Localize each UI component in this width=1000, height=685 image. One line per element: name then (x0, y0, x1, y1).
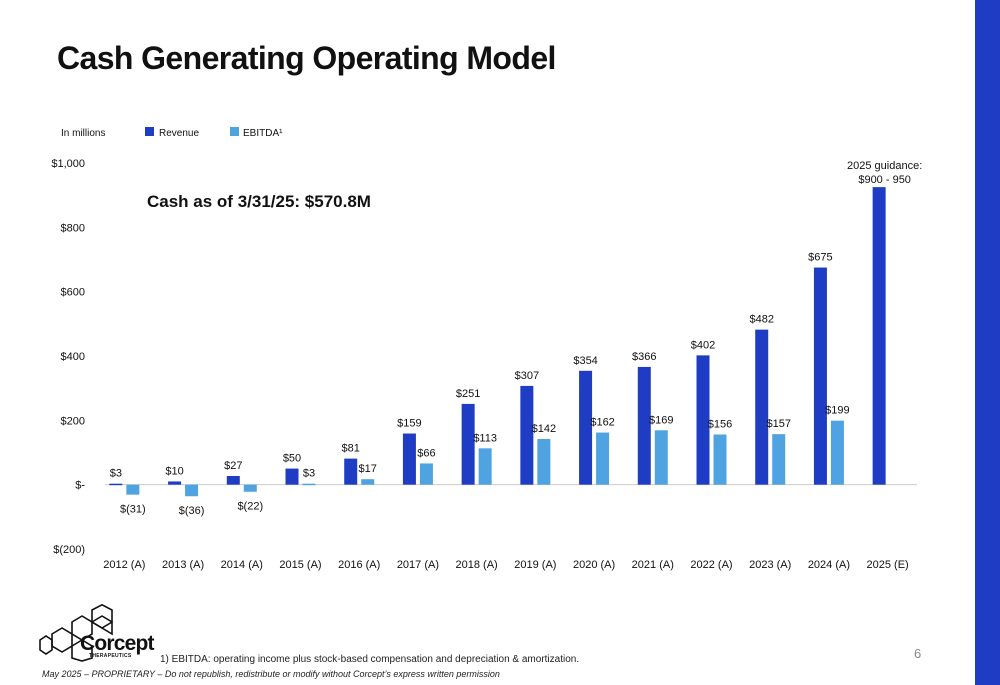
disclaimer: May 2025 – PROPRIETARY – Do not republis… (42, 669, 500, 679)
x-category-label: 2014 (A) (221, 559, 263, 571)
y-tick-label: $- (75, 480, 85, 492)
x-category-label: 2017 (A) (397, 559, 439, 571)
ebitda-data-label: $199 (825, 405, 849, 417)
legend-revenue-label: Revenue (159, 128, 199, 139)
x-category-label: 2012 (A) (103, 559, 145, 571)
revenue-ebitda-chart: $1,000 $800 $600 $400 $200 $- $(200) 2012 (A) $3… (51, 127, 922, 571)
revenue-bar (344, 458, 358, 485)
ebitda-bar (185, 484, 199, 497)
revenue-bar (109, 483, 123, 486)
revenue-bar (168, 481, 182, 485)
revenue-data-label: $366 (632, 351, 656, 363)
ebitda-data-label: $17 (359, 463, 377, 475)
revenue-data-label: $354 (573, 355, 597, 367)
y-tick-label: $200 (61, 415, 85, 427)
x-category-label: 2016 (A) (338, 559, 380, 571)
y-tick-label: $800 (61, 222, 85, 234)
ebitda-bar (772, 434, 786, 485)
footnote: 1) EBITDA: operating income plus stock-b… (160, 654, 580, 665)
accent-side-bar (975, 0, 1000, 685)
x-category-label: 2025 (E) (867, 559, 909, 571)
revenue-data-label: $3 (110, 468, 122, 480)
ebitda-bar (478, 448, 492, 485)
x-category-label: 2023 (A) (749, 559, 791, 571)
corcept-logo-icon (39, 604, 113, 662)
unit-label: In millions (61, 128, 105, 139)
ebitda-data-label: $66 (417, 447, 435, 459)
x-category-label: 2022 (A) (690, 559, 732, 571)
ebitda-data-label: $(36) (179, 505, 205, 517)
revenue-bar (872, 187, 886, 485)
revenue-data-label: $50 (283, 453, 301, 465)
x-category-label: 2024 (A) (808, 559, 850, 571)
ebitda-data-label: $156 (708, 418, 732, 430)
revenue-bar (402, 433, 416, 485)
revenue-bar (226, 475, 240, 485)
cash-annotation: Cash as of 3/31/25: $570.8M (147, 192, 371, 211)
ebitda-bar (713, 434, 727, 485)
guidance-annotation-line2: $900 - 950 (858, 174, 911, 186)
revenue-data-label: $159 (397, 418, 421, 430)
ebitda-bar (596, 432, 610, 485)
revenue-data-label: $482 (749, 314, 773, 326)
logo-wordmark: Corcept (80, 632, 155, 655)
x-category-label: 2020 (A) (573, 559, 615, 571)
x-category-label: 2021 (A) (632, 559, 674, 571)
revenue-data-label: $251 (456, 388, 480, 400)
y-tick-label: $400 (61, 351, 85, 363)
revenue-bar (461, 403, 475, 485)
x-category-label: 2019 (A) (514, 559, 556, 571)
ebitda-data-label: $3 (303, 468, 315, 480)
x-category-label: 2015 (A) (279, 559, 321, 571)
ebitda-data-label: $162 (590, 417, 614, 429)
logo-subtitle: THERAPEUTICS (89, 653, 132, 659)
legend-ebitda-swatch (230, 127, 239, 136)
ebitda-bar (419, 463, 433, 485)
x-category-label: 2018 (A) (456, 559, 498, 571)
legend-revenue-swatch (145, 127, 154, 136)
revenue-bar (285, 468, 299, 485)
revenue-data-label: $402 (691, 339, 715, 351)
revenue-bar (637, 366, 651, 485)
page-title: Cash Generating Operating Model (57, 40, 556, 76)
page-number: 6 (914, 646, 922, 661)
y-tick-label: $(200) (53, 544, 85, 556)
ebitda-bar (126, 484, 140, 495)
ebitda-bar (537, 438, 551, 485)
y-tick-label: $1,000 (51, 158, 85, 170)
ebitda-data-label: $(22) (237, 501, 263, 513)
ebitda-data-label: $(31) (120, 504, 146, 516)
revenue-bar (579, 370, 593, 485)
ebitda-bar (830, 420, 844, 485)
ebitda-bar (243, 484, 257, 492)
ebitda-data-label: $142 (532, 423, 556, 435)
revenue-data-label: $10 (165, 465, 183, 477)
guidance-annotation-line1: 2025 guidance: (847, 160, 922, 172)
ebitda-bar (302, 483, 316, 486)
ebitda-data-label: $113 (473, 432, 497, 444)
ebitda-bar (654, 430, 668, 485)
ebitda-bar (361, 479, 375, 485)
y-tick-label: $600 (61, 287, 85, 299)
revenue-data-label: $81 (342, 443, 360, 455)
revenue-bar (520, 385, 534, 485)
ebitda-data-label: $169 (649, 414, 673, 426)
ebitda-data-label: $157 (766, 418, 790, 430)
revenue-bar (813, 267, 827, 485)
revenue-bar (755, 329, 769, 485)
revenue-data-label: $675 (808, 252, 832, 264)
revenue-bar (696, 355, 710, 485)
revenue-data-label: $27 (224, 460, 242, 472)
revenue-data-label: $307 (515, 370, 539, 382)
legend-ebitda-label: EBITDA¹ (243, 128, 283, 139)
x-category-label: 2013 (A) (162, 559, 204, 571)
